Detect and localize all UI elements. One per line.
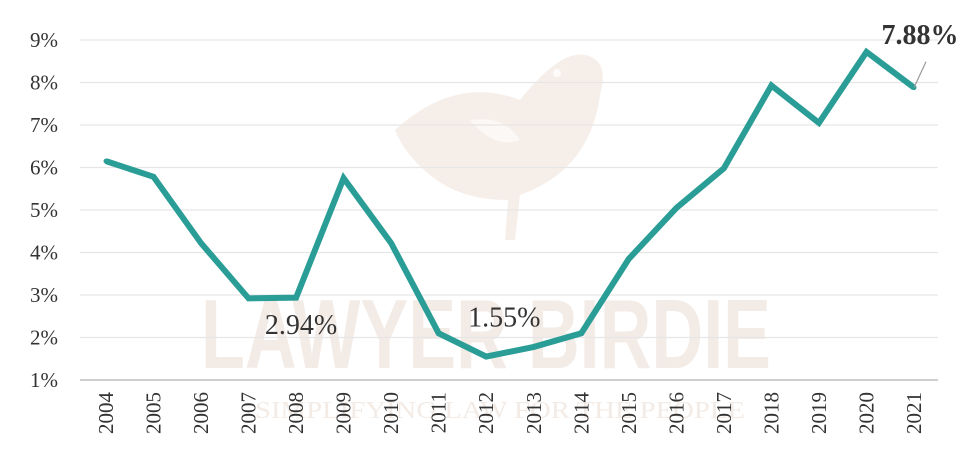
x-tick-label: 2017 <box>712 392 736 434</box>
series-line <box>105 47 916 360</box>
x-tick-label: 2009 <box>332 392 356 434</box>
y-tick-label: 6% <box>30 156 58 180</box>
data-point-2004 <box>103 158 109 164</box>
data-point-2015 <box>626 256 632 262</box>
data-point-2012 <box>483 354 489 360</box>
x-tick-label: 2010 <box>379 392 403 434</box>
annotation-leader-line <box>913 61 927 88</box>
data-point-2009 <box>341 175 347 181</box>
data-point-2013 <box>531 344 537 350</box>
x-tick-label: 2004 <box>94 392 118 435</box>
x-tick-label: 2013 <box>522 392 546 434</box>
x-tick-label: 2011 <box>427 392 451 433</box>
y-tick-label: 7% <box>30 113 58 137</box>
data-point-2020 <box>863 49 869 55</box>
y-tick-label: 2% <box>30 326 58 350</box>
x-tick-label: 2008 <box>284 392 308 434</box>
y-axis-tick-labels: 1% 2% 3% 4% 5% 6% 7% 8% 9% <box>30 28 58 392</box>
x-tick-label: 2007 <box>237 392 261 434</box>
data-point-2017 <box>721 165 727 171</box>
x-tick-label: 2005 <box>142 392 166 434</box>
y-tick-label: 4% <box>30 241 58 265</box>
x-tick-label: 2012 <box>474 392 498 434</box>
data-point-2008 <box>293 295 299 301</box>
annotation-label: 2.94% <box>265 310 337 341</box>
annotation-label: 1.55% <box>468 303 540 334</box>
data-point-2018 <box>768 82 774 88</box>
y-tick-label: 5% <box>30 198 58 222</box>
x-tick-label: 2018 <box>759 392 783 434</box>
data-point-2014 <box>578 330 584 336</box>
data-point-2007 <box>246 295 252 301</box>
x-tick-label: 2020 <box>854 392 878 434</box>
x-tick-label: 2019 <box>807 392 831 434</box>
gridlines <box>80 39 938 339</box>
y-tick-label: 8% <box>30 71 58 95</box>
x-tick-label: 2006 <box>189 392 213 434</box>
data-point-2016 <box>673 205 679 211</box>
x-tick-label: 2015 <box>617 392 641 434</box>
y-tick-label: 1% <box>30 368 58 392</box>
data-point-2005 <box>151 174 157 180</box>
x-tick-label: 2016 <box>664 392 688 434</box>
annotations: 2.94% 1.55% 7.88% <box>265 20 959 341</box>
data-point-2011 <box>436 330 442 336</box>
x-tick-label: 2014 <box>569 392 593 435</box>
y-tick-label: 3% <box>30 283 58 307</box>
data-point-2006 <box>198 240 204 246</box>
x-tick-label: 2021 <box>902 392 926 434</box>
data-point-2019 <box>816 120 822 126</box>
annotation-label: 7.88% <box>882 20 959 51</box>
data-series <box>103 47 917 360</box>
x-axis-tick-labels: 2004 2005 2006 2007 2008 2009 2010 2011 2012 2013… <box>94 392 926 435</box>
data-point-2010 <box>388 240 394 246</box>
y-tick-label: 9% <box>30 28 58 52</box>
